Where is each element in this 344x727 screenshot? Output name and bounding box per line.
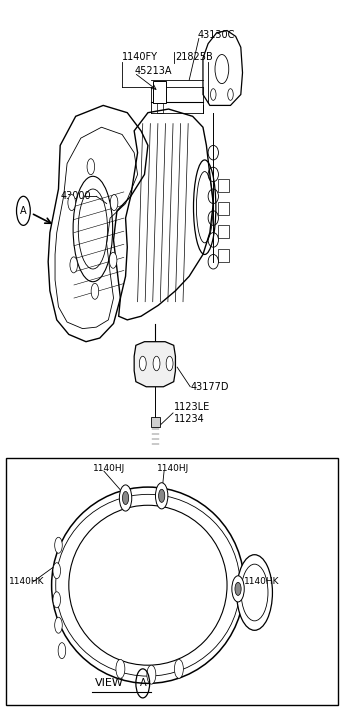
Circle shape [235, 582, 241, 595]
Circle shape [58, 643, 66, 659]
Text: A: A [20, 206, 27, 216]
Ellipse shape [69, 505, 227, 665]
Text: 43130C: 43130C [198, 30, 235, 40]
Circle shape [237, 555, 272, 630]
Circle shape [91, 284, 99, 300]
Circle shape [122, 491, 129, 505]
Bar [218, 249, 229, 262]
Circle shape [87, 158, 95, 174]
Bar [157, 103, 163, 113]
Circle shape [53, 563, 61, 579]
Bar [218, 202, 229, 215]
Circle shape [155, 483, 168, 509]
Circle shape [241, 564, 268, 621]
Circle shape [109, 252, 117, 268]
Circle shape [110, 195, 118, 211]
Text: 11234: 11234 [174, 414, 204, 424]
Text: 21825B: 21825B [175, 52, 213, 63]
Circle shape [53, 592, 61, 608]
Circle shape [116, 659, 125, 678]
Circle shape [166, 356, 173, 371]
Text: 1123LE: 1123LE [174, 402, 210, 412]
Circle shape [159, 489, 165, 502]
Bar [151, 417, 160, 427]
Bar [153, 81, 166, 103]
Circle shape [139, 356, 146, 371]
Text: 1140FY: 1140FY [122, 52, 158, 63]
Text: VIEW: VIEW [95, 678, 123, 688]
Circle shape [55, 617, 62, 633]
Text: 1140HK: 1140HK [244, 577, 280, 586]
Text: 1140HJ: 1140HJ [157, 464, 189, 473]
Bar [218, 225, 229, 238]
Text: 1140HJ: 1140HJ [93, 464, 125, 473]
Bar [218, 179, 229, 192]
Text: 43000: 43000 [60, 191, 91, 201]
Circle shape [147, 665, 156, 684]
Text: A: A [139, 678, 146, 688]
Text: 43177D: 43177D [191, 382, 229, 392]
Text: 45213A: 45213A [134, 65, 172, 76]
Circle shape [174, 659, 183, 678]
Circle shape [68, 195, 75, 211]
Circle shape [119, 485, 132, 511]
Circle shape [232, 576, 244, 602]
Polygon shape [134, 342, 175, 387]
Circle shape [55, 537, 62, 553]
Circle shape [153, 356, 160, 371]
Circle shape [70, 257, 77, 273]
Text: 1140HK: 1140HK [9, 577, 44, 586]
Bar [6, 458, 338, 705]
